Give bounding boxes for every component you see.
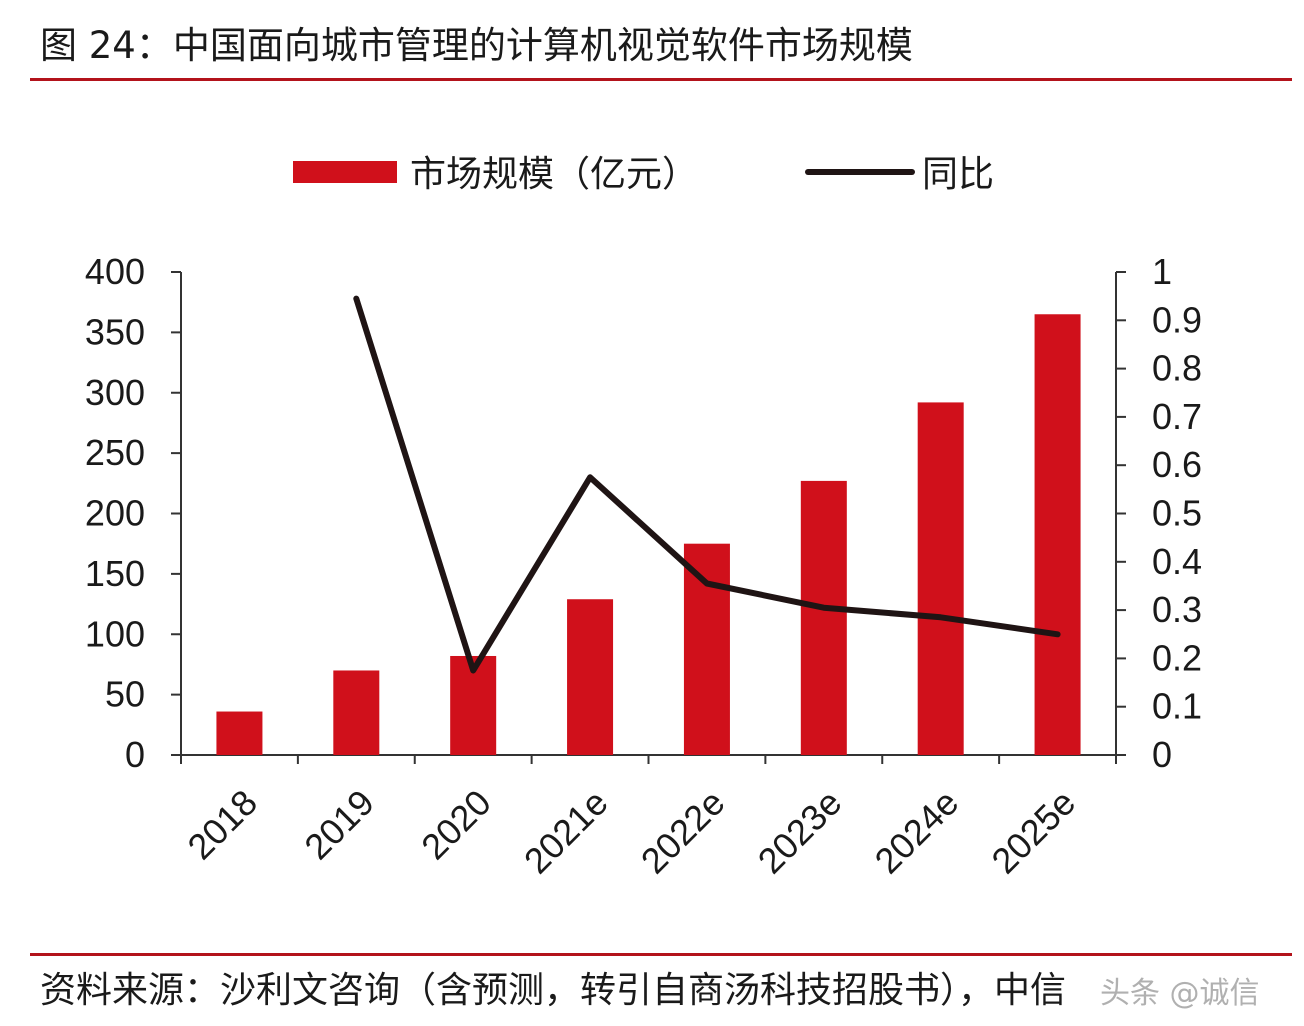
watermark: 头条 @诚信 <box>1100 976 1260 1011</box>
x-tick-label: 2021e <box>516 782 616 882</box>
x-axis-labels: 2018 2019 2020 2021e 2022e 2023e 2024e 2025e <box>179 782 1083 882</box>
x-tick-label: 2025e <box>983 782 1083 882</box>
y-left-tick-label: 150 <box>85 553 145 594</box>
bar-2022e <box>683 543 730 755</box>
y-left-tick-label: 100 <box>85 613 145 654</box>
x-tick-label: 2023e <box>750 782 850 882</box>
y-right-tick-label: 0.1 <box>1152 686 1202 727</box>
y-left-axis-labels: 0 50 100 150 200 250 300 350 400 <box>85 251 145 775</box>
y-right-tick-label: 0.4 <box>1152 541 1202 582</box>
y-left-tick-label: 350 <box>85 311 145 352</box>
bar-2018 <box>216 711 263 755</box>
bar-2025e <box>1034 314 1081 755</box>
bar-2023e <box>800 480 847 755</box>
y-right-tick-label: 0.7 <box>1152 396 1202 437</box>
y-right-tick-label: 0.6 <box>1152 444 1202 485</box>
legend: 市场规模（亿元） 同比 <box>293 154 994 195</box>
legend-line-label: 同比 <box>922 154 994 195</box>
source-rule <box>30 953 1292 956</box>
figure-title: 图 24：中国面向城市管理的计算机视觉软件市场规模 <box>40 24 913 67</box>
bar-2019 <box>333 670 380 755</box>
y-left-tick-label: 400 <box>85 251 145 292</box>
y-left-tick-label: 50 <box>105 674 145 715</box>
title-rule <box>30 78 1292 81</box>
yoy-line <box>353 295 1061 674</box>
y-right-tick-label: 1 <box>1152 251 1172 292</box>
axes <box>171 271 1126 764</box>
y-right-tick-label: 0.2 <box>1152 637 1202 678</box>
y-right-tick-label: 0.9 <box>1152 299 1202 340</box>
x-tick-label: 2022e <box>633 782 733 882</box>
y-right-tick-label: 0 <box>1152 734 1172 775</box>
bar-2021e <box>567 599 614 755</box>
line-series <box>353 295 1061 674</box>
source-note: 资料来源：沙利文咨询（含预测，转引自商汤科技招股书），中信 <box>40 970 1067 1011</box>
combo-chart: 市场规模（亿元） 同比 2018 2019 2020 2021e 2022e 2023e 2… <box>85 154 1202 882</box>
y-left-tick-label: 300 <box>85 372 145 413</box>
legend-bar-label: 市场规模（亿元） <box>410 154 698 195</box>
y-left-tick-label: 200 <box>85 493 145 534</box>
x-tick-label: 2024e <box>867 782 967 882</box>
y-right-axis-labels: 0 0.1 0.2 0.3 0.4 0.5 0.6 0.7 0.8 0.9 1 <box>1152 251 1202 775</box>
x-tick-label: 2018 <box>179 782 265 868</box>
bar-2024e <box>917 402 964 755</box>
y-left-tick-label: 250 <box>85 432 145 473</box>
y-right-tick-label: 0.5 <box>1152 493 1202 534</box>
y-right-tick-label: 0.3 <box>1152 589 1202 630</box>
x-tick-label: 2020 <box>413 782 499 868</box>
x-tick-label: 2019 <box>296 782 382 868</box>
y-left-tick-label: 0 <box>125 734 145 775</box>
legend-bar-swatch <box>293 161 397 183</box>
y-right-tick-label: 0.8 <box>1152 348 1202 389</box>
bar-series <box>216 314 1081 755</box>
